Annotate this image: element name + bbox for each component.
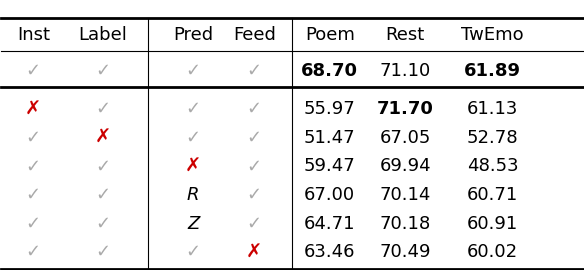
Text: ✓: ✓ bbox=[186, 243, 201, 261]
Text: 52.78: 52.78 bbox=[467, 129, 519, 147]
Text: ✓: ✓ bbox=[96, 214, 110, 232]
Text: ✓: ✓ bbox=[96, 157, 110, 175]
Text: ✗: ✗ bbox=[185, 157, 201, 176]
Text: 64.71: 64.71 bbox=[304, 214, 356, 232]
Text: 67.00: 67.00 bbox=[304, 186, 355, 204]
Text: ✓: ✓ bbox=[186, 100, 201, 118]
Text: ✓: ✓ bbox=[246, 157, 262, 175]
Text: 71.10: 71.10 bbox=[380, 62, 431, 80]
Text: ✓: ✓ bbox=[26, 243, 41, 261]
Text: Pred: Pred bbox=[173, 26, 213, 44]
Text: ✗: ✗ bbox=[25, 100, 41, 119]
Text: ✓: ✓ bbox=[96, 62, 110, 80]
Text: Feed: Feed bbox=[233, 26, 276, 44]
Text: ✓: ✓ bbox=[26, 129, 41, 147]
Text: ✗: ✗ bbox=[95, 128, 112, 147]
Text: ✓: ✓ bbox=[96, 100, 110, 118]
Text: 48.53: 48.53 bbox=[467, 157, 519, 175]
Text: ✓: ✓ bbox=[186, 129, 201, 147]
Text: 55.97: 55.97 bbox=[304, 100, 356, 118]
Text: 67.05: 67.05 bbox=[380, 129, 431, 147]
Text: TwEmo: TwEmo bbox=[461, 26, 524, 44]
Text: 61.13: 61.13 bbox=[467, 100, 518, 118]
Text: 70.49: 70.49 bbox=[380, 243, 431, 261]
Text: ✗: ✗ bbox=[246, 243, 262, 262]
Text: ✓: ✓ bbox=[186, 62, 201, 80]
Text: ✓: ✓ bbox=[246, 62, 262, 80]
Text: 69.94: 69.94 bbox=[380, 157, 431, 175]
Text: 70.18: 70.18 bbox=[380, 214, 431, 232]
Text: Rest: Rest bbox=[385, 26, 425, 44]
Text: Inst: Inst bbox=[17, 26, 50, 44]
Text: 63.46: 63.46 bbox=[304, 243, 356, 261]
Text: ✓: ✓ bbox=[26, 186, 41, 204]
Text: ✓: ✓ bbox=[26, 214, 41, 232]
Text: ✓: ✓ bbox=[96, 243, 110, 261]
Text: ✓: ✓ bbox=[26, 62, 41, 80]
Text: ✓: ✓ bbox=[246, 129, 262, 147]
Text: R: R bbox=[187, 186, 200, 204]
Text: Poem: Poem bbox=[305, 26, 354, 44]
Text: 61.89: 61.89 bbox=[464, 62, 521, 80]
Text: 60.02: 60.02 bbox=[467, 243, 518, 261]
Text: 71.70: 71.70 bbox=[377, 100, 434, 118]
Text: Z: Z bbox=[187, 214, 199, 232]
Text: 68.70: 68.70 bbox=[301, 62, 358, 80]
Text: 70.14: 70.14 bbox=[380, 186, 431, 204]
Text: 59.47: 59.47 bbox=[304, 157, 356, 175]
Text: ✓: ✓ bbox=[26, 157, 41, 175]
Text: 51.47: 51.47 bbox=[304, 129, 356, 147]
Text: 60.71: 60.71 bbox=[467, 186, 518, 204]
Text: ✓: ✓ bbox=[246, 214, 262, 232]
Text: 60.91: 60.91 bbox=[467, 214, 518, 232]
Text: Label: Label bbox=[79, 26, 127, 44]
Text: ✓: ✓ bbox=[246, 186, 262, 204]
Text: ✓: ✓ bbox=[96, 186, 110, 204]
Text: ✓: ✓ bbox=[246, 100, 262, 118]
